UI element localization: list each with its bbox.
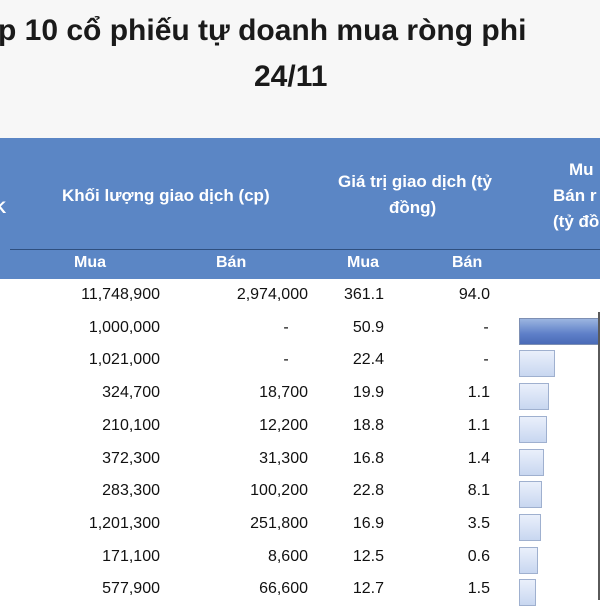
table-row: 577,900 66,600 12.7 1.5: [0, 576, 600, 608]
cell-sell-value: 3.5: [467, 514, 490, 532]
cell-sell-value: 0.6: [467, 547, 490, 565]
cell-sell-volume: 2,974,000: [236, 286, 308, 303]
net-value-bar: [519, 317, 600, 345]
header-divider: [10, 249, 600, 250]
net-value-bar: [519, 579, 536, 607]
cell-sell-volume: -: [283, 318, 289, 336]
header-left-fragment: K: [0, 198, 7, 217]
cell-sell-value: -: [483, 351, 489, 369]
cell-sell-value: 94.0: [458, 286, 490, 303]
cell-buy-volume: 11,748,900: [81, 286, 160, 303]
header-value-line2: đồng): [389, 198, 437, 217]
header-net-line1: Mu: [569, 160, 594, 179]
table-row: 372,300 31,300 16.8 1.4: [0, 446, 600, 478]
cell-sell-value: 1.1: [467, 416, 490, 434]
cell-sell-volume: 251,800: [250, 514, 308, 532]
frame-edge: [598, 312, 600, 600]
net-value-bar: [519, 415, 547, 443]
cell-buy-value: 22.4: [352, 351, 384, 369]
subheader-buy-value: Mua: [347, 254, 379, 271]
net-value-bar: [519, 481, 542, 509]
net-value-bar: [519, 513, 541, 541]
cell-buy-value: 22.8: [352, 482, 384, 500]
cell-buy-value: 50.9: [352, 318, 384, 336]
table-row: 1,201,300 251,800 16.9 3.5: [0, 511, 600, 543]
cell-buy-value: 361.1: [343, 286, 384, 303]
cell-buy-volume: 1,000,000: [88, 318, 160, 336]
header-net-line3: (tỷ đồ: [553, 212, 600, 231]
cell-sell-volume: 12,200: [259, 416, 308, 434]
cell-buy-value: 18.8: [352, 416, 384, 434]
cell-buy-value: 12.7: [352, 580, 384, 598]
cell-buy-volume: 1,021,000: [88, 351, 160, 369]
cell-buy-value: 19.9: [352, 384, 384, 402]
subheader-buy-volume: Mua: [74, 254, 106, 271]
cell-buy-value: 12.5: [352, 547, 384, 565]
cell-buy-volume: 372,300: [102, 449, 160, 467]
table-row: 1,021,000 - 22.4 -: [0, 347, 600, 379]
net-value-bar: [519, 546, 538, 574]
cell-sell-volume: 8,600: [267, 547, 308, 565]
net-value-bar: [519, 383, 549, 411]
cell-sell-volume: 66,600: [259, 580, 308, 598]
header-net-line2: Bán r: [553, 186, 597, 205]
header-volume: Khối lượng giao dịch (cp): [62, 186, 270, 205]
cell-buy-volume: 210,100: [102, 416, 160, 434]
table-row: 171,100 8,600 12.5 0.6: [0, 544, 600, 576]
cell-sell-volume: 31,300: [259, 449, 308, 467]
cell-buy-volume: 171,100: [102, 547, 160, 565]
cell-sell-value: 1.4: [467, 449, 490, 467]
subheader-sell-value: Bán: [452, 254, 483, 271]
cell-sell-value: 8.1: [467, 482, 490, 500]
cell-sell-value: -: [483, 318, 489, 336]
cell-buy-volume: 1,201,300: [88, 514, 160, 532]
header-value-line1: Giá trị giao dịch (tỷ: [338, 172, 492, 191]
cell-buy-volume: 324,700: [102, 384, 160, 402]
subheader-sell-volume: Bán: [216, 254, 247, 271]
table-header: K Khối lượng giao dịch (cp) Giá trị giao…: [0, 138, 600, 279]
net-value-bar: [519, 448, 544, 476]
table-row: 1,000,000 - 50.9 -: [0, 315, 600, 347]
cell-sell-value: 1.1: [467, 384, 490, 402]
cell-buy-volume: 283,300: [102, 482, 160, 500]
page-title-date: 24/11: [254, 60, 328, 93]
table-row: 324,700 18,700 19.9 1.1: [0, 380, 600, 412]
page-title: p 10 cổ phiếu tự doanh mua ròng phi: [0, 14, 527, 47]
table-row: 210,100 12,200 18.8 1.1: [0, 413, 600, 445]
table-row: 283,300 100,200 22.8 8.1: [0, 478, 600, 510]
cell-sell-value: 1.5: [467, 580, 490, 598]
cell-buy-value: 16.9: [352, 514, 384, 532]
cell-buy-volume: 577,900: [102, 580, 160, 598]
cell-buy-value: 16.8: [352, 449, 384, 467]
title-area: p 10 cổ phiếu tự doanh mua ròng phi 24/1…: [0, 0, 600, 138]
table-row: 11,748,900 2,974,000 361.1 94.0: [0, 282, 600, 314]
cell-sell-volume: -: [283, 351, 289, 369]
net-value-bar: [519, 350, 555, 378]
cell-sell-volume: 18,700: [259, 384, 308, 402]
cell-sell-volume: 100,200: [250, 482, 308, 500]
